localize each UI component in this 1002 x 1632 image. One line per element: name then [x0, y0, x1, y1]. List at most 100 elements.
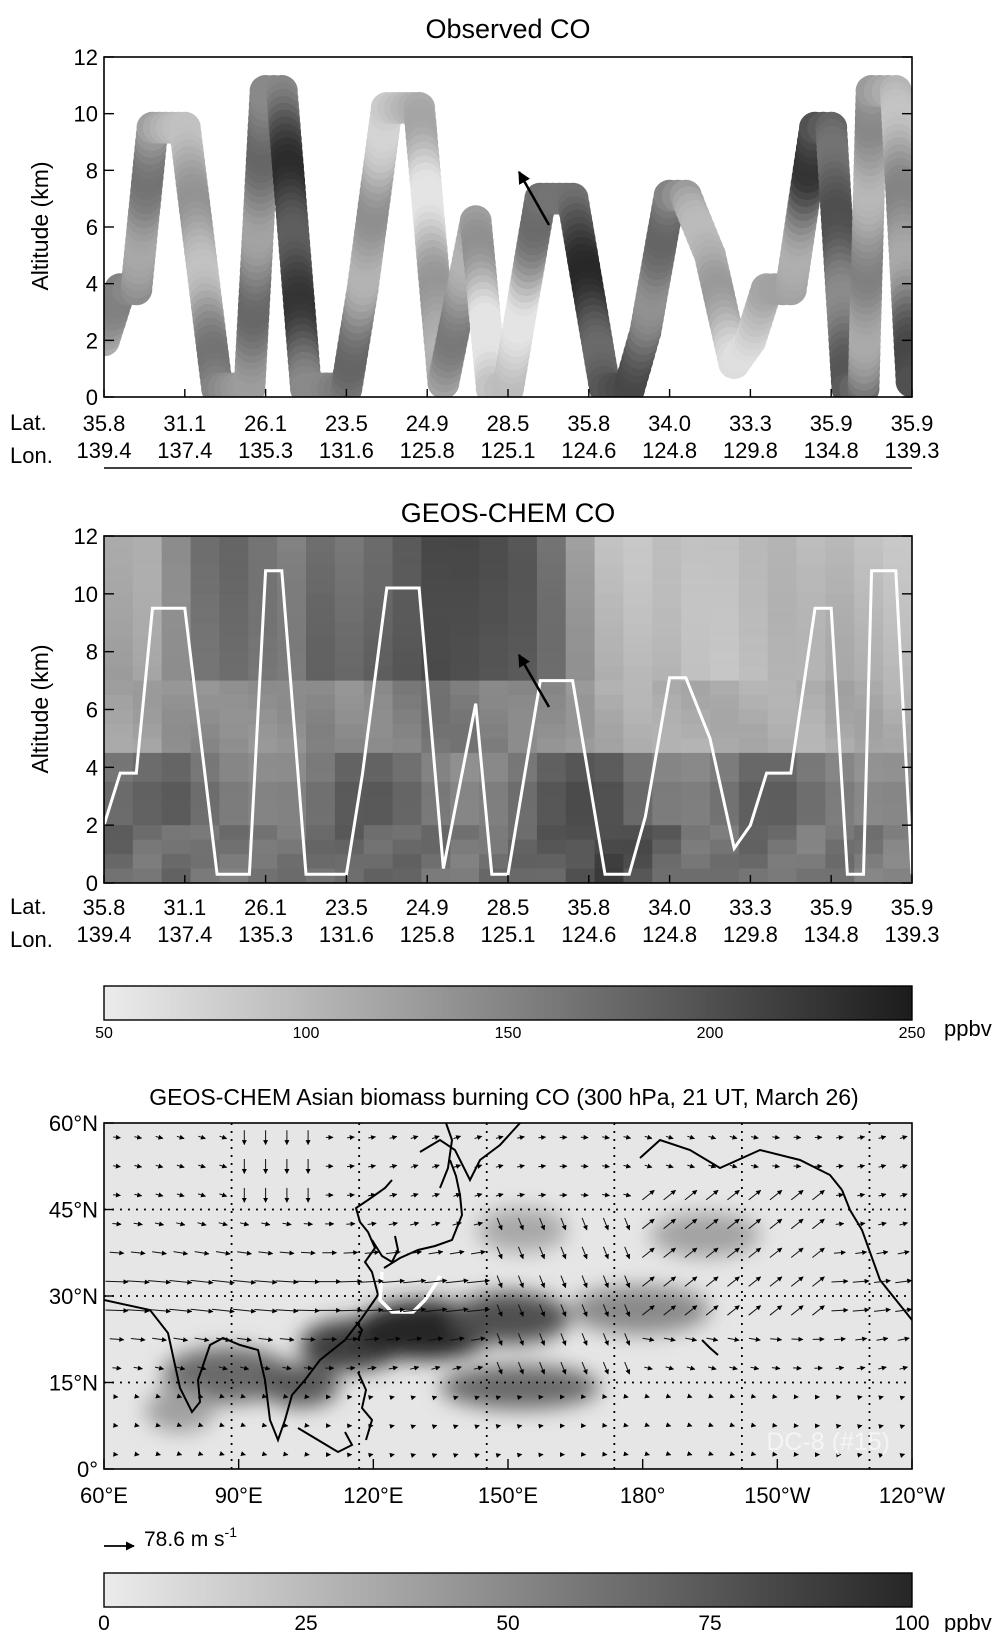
lat-tick-label: 35.9: [891, 895, 934, 920]
wind-arrow: [155, 1163, 164, 1169]
wind-arrow: [279, 1337, 295, 1342]
wind-arrow: [663, 1276, 676, 1287]
wind-arrow: [113, 1163, 121, 1169]
wind-arrow: [471, 1336, 486, 1342]
wind-arrow: [663, 1305, 676, 1316]
wind-arrow: [431, 1164, 440, 1169]
wind-arrow: [602, 1192, 610, 1198]
wind-arrow: [836, 1135, 844, 1141]
wind-arrow: [364, 1250, 380, 1255]
geoschem-co-shading: [104, 536, 912, 883]
y-tick-label: 4: [86, 755, 98, 780]
wind-arrow: [239, 1365, 250, 1371]
wind-arrow: [496, 1304, 503, 1317]
wind-arrow: [517, 1192, 525, 1198]
plume-arm: [650, 1213, 760, 1257]
wind-arrow: [517, 1217, 524, 1231]
wind-arrow: [769, 1189, 783, 1201]
wind-legend-text: 78.6 m s-1: [144, 1524, 237, 1551]
lon-tick-label: 131.6: [319, 922, 374, 947]
wind-arrow: [240, 1393, 246, 1399]
wind-arrow: [428, 1249, 444, 1255]
wind-arrow: [835, 1365, 845, 1371]
wind-arrow: [876, 1336, 889, 1342]
wind-arrow: [474, 1164, 483, 1169]
wind-arrow: [812, 1189, 825, 1201]
biomass-map-title: GEOS-CHEM Asian biomass burning CO (300 …: [149, 1084, 858, 1110]
wind-arrow: [687, 1134, 695, 1140]
wind-arrow: [707, 1365, 717, 1371]
wind-arrow: [857, 1192, 866, 1198]
wind-arrow: [130, 1250, 146, 1256]
map-x-tick-label: 120°E: [343, 1483, 403, 1508]
wind-arrow: [727, 1337, 740, 1342]
observed-co-y-ticks: 0 2 4 6 8 10 12: [74, 45, 912, 410]
flight-track-overlay: [378, 1271, 442, 1314]
wind-arrow: [211, 1308, 235, 1314]
wind-arrow: [466, 1307, 490, 1313]
wind-arrow: [878, 1221, 887, 1227]
wind-arrow: [410, 1395, 416, 1401]
wind-arrow: [852, 1307, 870, 1313]
wind-arrow: [258, 1337, 274, 1343]
observed-co-y-axis-label: Altitude (km): [27, 161, 53, 290]
lat-tick-label: 23.5: [325, 411, 368, 436]
wind-arrow: [769, 1247, 783, 1258]
wind-arrow: [474, 1192, 483, 1198]
wind-arrow: [431, 1192, 440, 1198]
wind-arrow: [538, 1135, 547, 1140]
taiwan-coast: [355, 1321, 364, 1341]
wind-arrow: [831, 1278, 849, 1284]
wind-arrow: [197, 1451, 204, 1456]
wind-arrow: [772, 1134, 780, 1140]
wind-arrow: [105, 1279, 129, 1285]
wind-arrow: [339, 1278, 363, 1284]
biomass-colorbar-unit: ppbv: [944, 1610, 992, 1632]
wind-arrow: [389, 1192, 398, 1198]
wind-arrow: [424, 1307, 448, 1313]
map-x-tick-label: 120°W: [879, 1483, 946, 1508]
wind-arrow: [857, 1424, 863, 1429]
sakhalin-coast: [439, 1123, 454, 1189]
wind-arrow: [452, 1453, 459, 1458]
wind-arrow: [176, 1422, 183, 1428]
wind-arrow: [517, 1304, 524, 1317]
wind-arrow: [303, 1365, 313, 1371]
wind-arrow: [790, 1247, 804, 1258]
y-tick-label: 4: [86, 272, 98, 297]
wind-arrow: [685, 1337, 698, 1342]
wind-arrow: [686, 1393, 693, 1399]
wind-arrow: [388, 1221, 398, 1227]
lon-tick-label: 124.6: [561, 438, 616, 463]
wind-arrow: [445, 1307, 469, 1313]
observed-co-points: [104, 75, 912, 397]
co-colorbar: [103, 985, 913, 1021]
y-tick-label: 10: [74, 102, 98, 127]
wind-arrow: [368, 1135, 376, 1141]
colorbar-tick-label: 25: [294, 1612, 317, 1632]
plume-bengal: [145, 1388, 215, 1432]
lon-tick-label: 125.1: [480, 438, 535, 463]
wind-arrow: [623, 1393, 629, 1399]
plume-north: [477, 1208, 567, 1252]
lon-tick-label: 134.8: [804, 922, 859, 947]
wind-arrow: [687, 1163, 695, 1169]
lon-tick-label: 125.1: [480, 922, 535, 947]
map-y-tick-label: 0°: [77, 1457, 98, 1482]
wind-arrow: [403, 1278, 427, 1284]
wind-arrow: [261, 1365, 271, 1371]
wind-arrow: [663, 1247, 676, 1258]
borneo-coast: [297, 1427, 354, 1454]
wind-arrow: [623, 1134, 632, 1140]
wind-arrow: [155, 1134, 164, 1140]
wind-arrow: [473, 1221, 484, 1227]
north-america-coast: [841, 1189, 912, 1321]
wind-arrow: [474, 1395, 480, 1401]
lon-tick-label: 129.8: [723, 438, 778, 463]
wind-arrow: [624, 1304, 631, 1317]
wind-arrow: [857, 1135, 866, 1141]
wind-arrow: [197, 1365, 207, 1371]
wind-legend-value: 78.6 m s: [144, 1528, 225, 1551]
geoschem-co-panel: GEOS-CHEM CO Altitude (km) 0 2 4 6 8 10 12 Lat…: [10, 498, 992, 1042]
wind-arrow: [386, 1249, 401, 1255]
